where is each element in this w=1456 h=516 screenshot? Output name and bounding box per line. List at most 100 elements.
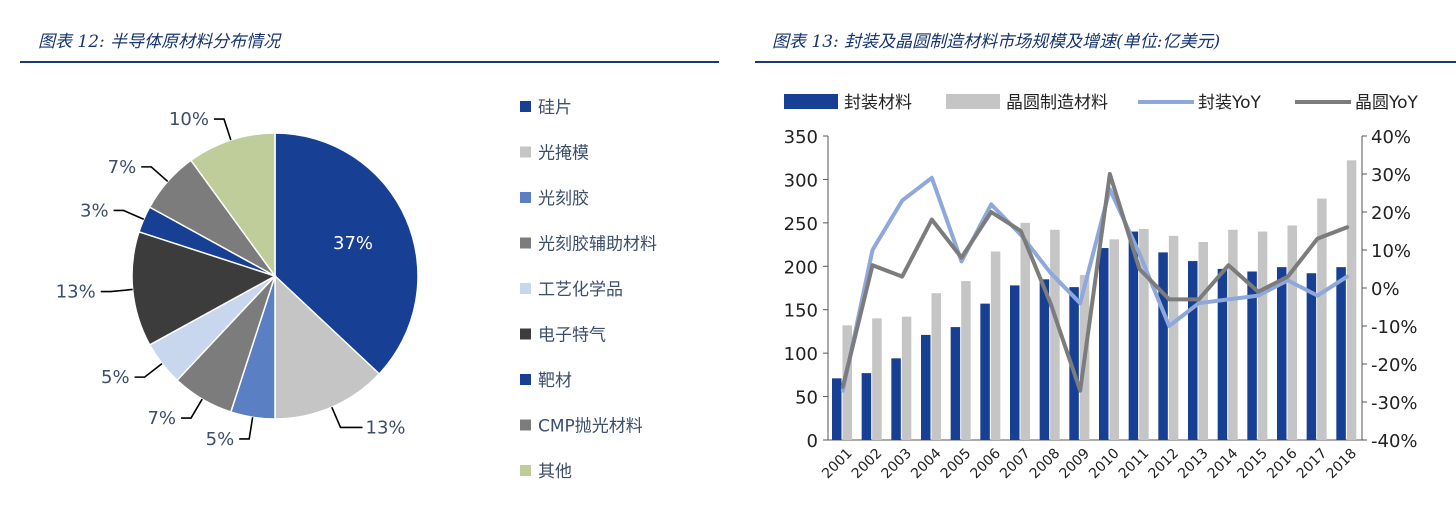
bar bbox=[1109, 239, 1119, 440]
bar bbox=[832, 378, 842, 440]
y-right-tick-label: -20% bbox=[1371, 355, 1418, 376]
bar bbox=[1050, 229, 1060, 440]
bar bbox=[1139, 228, 1149, 440]
y-right-tick-label: -30% bbox=[1371, 393, 1418, 414]
y-right-tick-label: 10% bbox=[1371, 241, 1411, 262]
bar bbox=[1168, 235, 1179, 440]
legend-label: 硅片 bbox=[538, 98, 572, 118]
right-chart-title: 图表 13: 封装及晶圆制造材料市场规模及增速(单位:亿美元) bbox=[772, 32, 1221, 52]
legend-swatch bbox=[784, 94, 838, 109]
bar bbox=[901, 316, 912, 440]
x-tick-label: 2011 bbox=[1116, 446, 1153, 483]
bar bbox=[1247, 271, 1257, 440]
legend-swatch bbox=[520, 146, 531, 158]
y-left-tick-label: 250 bbox=[784, 214, 818, 235]
bar bbox=[1228, 229, 1238, 440]
bar bbox=[1158, 252, 1168, 440]
pie-leader-line bbox=[134, 363, 163, 378]
x-tick-label: 2008 bbox=[1027, 446, 1064, 483]
legend-swatch bbox=[946, 94, 1000, 109]
legend-label: 工艺化学品 bbox=[538, 280, 623, 300]
series-line bbox=[840, 175, 1350, 393]
pie-leader-line bbox=[239, 417, 254, 440]
x-tick-label: 2015 bbox=[1234, 446, 1271, 483]
pie-slice bbox=[189, 132, 276, 279]
legend-swatch bbox=[520, 419, 531, 431]
legend-label: 光刻胶辅助材料 bbox=[538, 235, 657, 255]
left-panel: 图表 12: 半导体原材料分布情况 37% 13% 5% 7% 5% 13% 3% 7% 10%… bbox=[20, 32, 719, 482]
bar bbox=[921, 334, 931, 440]
x-tick-label: 2002 bbox=[849, 446, 886, 483]
left-chart-title: 图表 12: 半导体原材料分布情况 bbox=[38, 32, 281, 52]
legend-label: 光掩模 bbox=[538, 144, 589, 164]
bar bbox=[1039, 279, 1050, 440]
bar bbox=[1099, 248, 1109, 440]
y-right-tick-label: 30% bbox=[1371, 165, 1411, 186]
y-right-tick-label: -10% bbox=[1371, 317, 1418, 338]
y-left-tick-label: 350 bbox=[784, 127, 818, 148]
pie-label: 13% bbox=[366, 417, 406, 438]
x-tick-label: 2001 bbox=[819, 446, 856, 483]
combo-chart: 封装材料 晶圆制造材料 封装YoY 晶圆YoY 0 50 100 150 200 250 300 35… bbox=[784, 93, 1419, 483]
y-left-tick-label: 50 bbox=[795, 388, 818, 409]
legend-swatch bbox=[520, 465, 531, 476]
bar bbox=[931, 293, 941, 440]
legend-swatch bbox=[520, 374, 531, 385]
x-tick-label: 2014 bbox=[1205, 445, 1242, 482]
bar bbox=[961, 281, 971, 440]
x-tick-label: 2010 bbox=[1086, 446, 1123, 483]
bar bbox=[1346, 160, 1357, 440]
pie-label: 10% bbox=[169, 109, 209, 130]
legend-label: 其他 bbox=[538, 462, 572, 482]
legend-label: 靶材 bbox=[538, 371, 572, 391]
legend-swatch bbox=[520, 237, 531, 249]
bar bbox=[1198, 241, 1208, 440]
x-tick-label: 2012 bbox=[1145, 446, 1182, 483]
bar bbox=[891, 358, 901, 440]
x-tick-label: 2003 bbox=[878, 446, 915, 483]
bar bbox=[1336, 267, 1346, 440]
pie-slice bbox=[274, 132, 419, 375]
bar bbox=[1069, 287, 1079, 440]
bar bbox=[861, 373, 872, 440]
x-tick-label: 2004 bbox=[908, 445, 945, 482]
y-left-tick-label: 200 bbox=[784, 257, 818, 278]
pie-leader-line bbox=[331, 406, 363, 429]
legend-swatch bbox=[520, 192, 531, 203]
bar bbox=[872, 318, 882, 440]
y-left-tick-label: 150 bbox=[784, 301, 818, 322]
legend-label: 晶圆YoY bbox=[1355, 93, 1419, 113]
bar bbox=[1217, 268, 1228, 440]
y-right-tick-label: 0% bbox=[1371, 279, 1400, 300]
pie-label: 5% bbox=[101, 367, 130, 388]
right-title-rule bbox=[755, 61, 1456, 63]
x-tick-label: 2007 bbox=[997, 446, 1034, 483]
legend-label: 晶圆制造材料 bbox=[1006, 93, 1108, 113]
bar bbox=[1317, 198, 1327, 440]
pie-chart: 37% 13% 5% 7% 5% 13% 3% 7% 10% 硅片光掩模光刻胶光刻胶辅助材料工艺化… bbox=[56, 98, 657, 482]
bar bbox=[1287, 225, 1297, 440]
x-tick-label: 2013 bbox=[1175, 446, 1212, 483]
pie-label: 13% bbox=[56, 282, 96, 303]
pie-leader-line bbox=[181, 398, 203, 419]
pie-label: 37% bbox=[333, 233, 373, 254]
y-left-tick-label: 300 bbox=[784, 170, 818, 191]
x-tick-label: 2017 bbox=[1294, 446, 1331, 483]
bar bbox=[1257, 231, 1268, 440]
pie-label: 5% bbox=[206, 429, 235, 450]
x-tick-label: 2009 bbox=[1056, 446, 1093, 483]
legend-label: 光刻胶 bbox=[538, 189, 589, 209]
bar bbox=[1188, 261, 1198, 440]
legend-swatch bbox=[520, 283, 531, 294]
y-right-tick-label: 20% bbox=[1371, 203, 1411, 224]
pie-leader-line bbox=[113, 209, 145, 220]
y-left-tick-label: 0 bbox=[807, 431, 818, 452]
legend-label: 电子特气 bbox=[538, 326, 606, 346]
legend-label: 封装材料 bbox=[844, 93, 912, 113]
x-tick-label: 2018 bbox=[1323, 446, 1360, 483]
pie-leader-line bbox=[100, 288, 133, 293]
bar bbox=[980, 303, 990, 440]
x-tick-label: 2006 bbox=[967, 445, 1004, 482]
bar bbox=[1010, 285, 1020, 440]
series-line bbox=[840, 172, 1350, 393]
